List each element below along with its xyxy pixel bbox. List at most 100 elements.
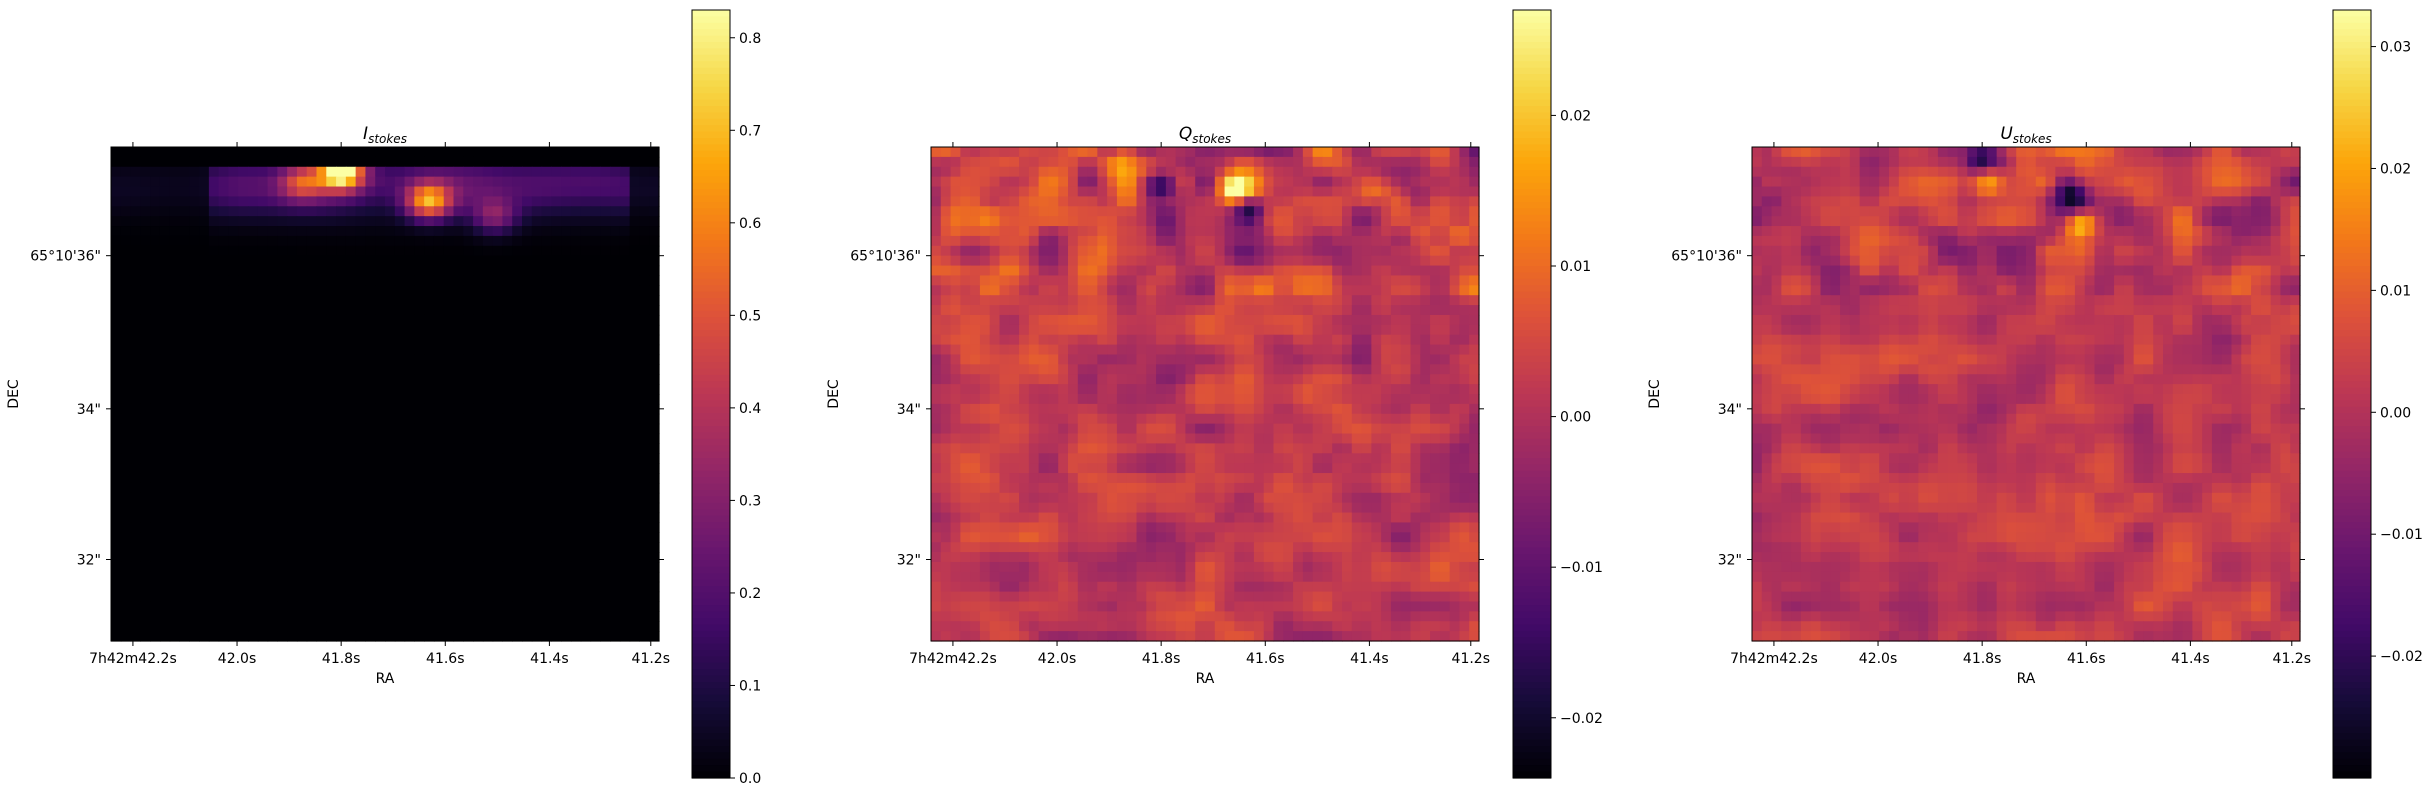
heatmap-cell bbox=[1400, 453, 1412, 464]
heatmap-cell bbox=[257, 364, 269, 375]
heatmap-cell bbox=[1048, 433, 1059, 444]
heatmap-cell bbox=[1449, 176, 1461, 188]
heatmap-cell bbox=[1097, 147, 1108, 158]
heatmap-cell bbox=[1371, 384, 1382, 395]
heatmap-cell bbox=[1430, 186, 1441, 197]
heatmap-cell bbox=[570, 512, 582, 524]
heatmap-cell bbox=[1322, 463, 1333, 474]
heatmap-cell bbox=[267, 354, 278, 365]
heatmap-cell bbox=[940, 314, 952, 326]
heatmap-cell bbox=[1097, 473, 1108, 484]
heatmap-cell bbox=[238, 147, 249, 158]
heatmap-cell bbox=[1430, 354, 1441, 365]
heatmap-cell bbox=[979, 295, 991, 306]
heatmap-cell bbox=[1312, 354, 1324, 365]
heatmap-cell bbox=[287, 295, 298, 306]
colorbar-segment bbox=[692, 528, 730, 536]
heatmap-cell bbox=[345, 591, 357, 603]
heatmap-cell bbox=[424, 482, 435, 494]
heatmap-cell bbox=[522, 354, 533, 365]
heatmap-cell bbox=[1244, 463, 1255, 474]
heatmap-cell bbox=[111, 305, 122, 316]
heatmap-cell bbox=[1028, 492, 1040, 504]
heatmap-cell bbox=[1048, 265, 1059, 277]
heatmap-cell bbox=[120, 186, 132, 197]
heatmap-cell bbox=[1351, 433, 1363, 444]
heatmap-cell bbox=[1253, 245, 1265, 257]
heatmap-cell bbox=[1009, 423, 1020, 435]
heatmap-cell bbox=[120, 621, 132, 632]
heatmap-cell bbox=[1205, 463, 1216, 474]
heatmap-cell bbox=[179, 502, 190, 514]
heatmap-cell bbox=[296, 275, 308, 286]
heatmap-cell bbox=[522, 305, 533, 316]
heatmap-cell bbox=[375, 285, 386, 296]
heatmap-cell bbox=[1068, 196, 1079, 207]
heatmap-cell bbox=[999, 492, 1010, 504]
heatmap-cell bbox=[1302, 275, 1314, 286]
heatmap-cell bbox=[1263, 176, 1275, 188]
heatmap-cell bbox=[492, 561, 504, 573]
heatmap-cell bbox=[375, 314, 386, 326]
heatmap-cell bbox=[228, 631, 239, 642]
heatmap-cell bbox=[228, 394, 239, 405]
heatmap-cell bbox=[1371, 403, 1382, 415]
heatmap-cell bbox=[111, 344, 122, 356]
heatmap-cell bbox=[502, 453, 513, 464]
heatmap-cell bbox=[1028, 463, 1040, 474]
heatmap-cell bbox=[1430, 334, 1441, 346]
heatmap-cell bbox=[960, 433, 971, 444]
heatmap-cell bbox=[970, 423, 981, 435]
heatmap-cell bbox=[1459, 255, 1470, 267]
heatmap-cell bbox=[1116, 334, 1128, 346]
heatmap-cell bbox=[1263, 492, 1275, 504]
heatmap-cell bbox=[120, 433, 132, 444]
heatmap-cell bbox=[1205, 196, 1216, 207]
heatmap-cell bbox=[502, 305, 513, 316]
heatmap-cell bbox=[228, 226, 239, 237]
heatmap-cell bbox=[570, 226, 582, 237]
heatmap-cell bbox=[1175, 206, 1187, 217]
heatmap-cell bbox=[1009, 156, 1020, 168]
heatmap-cell bbox=[1244, 453, 1255, 464]
heatmap-cell bbox=[639, 275, 650, 286]
colorbar-segment bbox=[692, 150, 730, 158]
heatmap-cell bbox=[590, 374, 601, 385]
heatmap-cell bbox=[590, 611, 601, 622]
heatmap-cell bbox=[1273, 403, 1284, 415]
heatmap-cell bbox=[326, 196, 337, 207]
heatmap-cell bbox=[960, 423, 971, 435]
heatmap-cell bbox=[1097, 364, 1108, 375]
heatmap-cell bbox=[111, 522, 122, 533]
heatmap-cell bbox=[531, 235, 543, 247]
heatmap-cell bbox=[1459, 413, 1470, 425]
colorbar-segment bbox=[692, 406, 730, 414]
heatmap-cell bbox=[433, 166, 445, 178]
heatmap-cell bbox=[1332, 226, 1343, 237]
heatmap-cell bbox=[1136, 245, 1147, 257]
heatmap-cell bbox=[1009, 433, 1020, 444]
heatmap-cell bbox=[629, 176, 641, 188]
heatmap-cell bbox=[1390, 492, 1402, 504]
colorbar-segment bbox=[692, 163, 730, 171]
heatmap-cell bbox=[336, 433, 347, 444]
heatmap-cell bbox=[1420, 453, 1431, 464]
heatmap-cell bbox=[960, 226, 971, 237]
heatmap-cell bbox=[1244, 176, 1255, 188]
heatmap-cell bbox=[580, 571, 592, 583]
heatmap-cell bbox=[1224, 196, 1235, 207]
heatmap-cell bbox=[629, 265, 641, 277]
colorbar-segment bbox=[692, 285, 730, 293]
heatmap-cell bbox=[1234, 255, 1245, 267]
heatmap-cell bbox=[1175, 216, 1187, 227]
heatmap-cell bbox=[453, 561, 464, 573]
x-tick-label: 41.6s bbox=[426, 651, 464, 667]
heatmap-cell bbox=[1224, 413, 1235, 425]
heatmap-cell bbox=[394, 156, 406, 168]
heatmap-cell bbox=[492, 443, 504, 454]
heatmap-cell bbox=[541, 581, 552, 593]
heatmap-cell bbox=[629, 255, 641, 267]
heatmap-cell bbox=[296, 611, 308, 622]
heatmap-cell bbox=[1293, 265, 1304, 277]
heatmap-cell bbox=[580, 216, 592, 227]
